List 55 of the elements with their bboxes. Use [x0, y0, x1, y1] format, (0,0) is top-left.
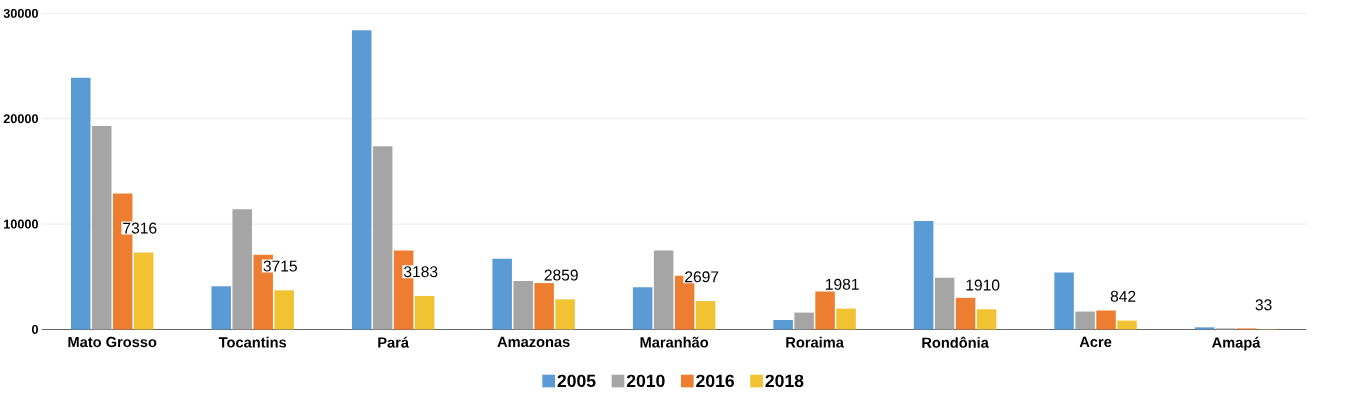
bar [695, 301, 716, 330]
bar [534, 283, 554, 330]
bar [836, 308, 856, 330]
bar [232, 209, 252, 330]
bar [1075, 311, 1095, 330]
bar [1096, 310, 1116, 330]
data-label: 2859 [544, 269, 578, 281]
bar [555, 299, 575, 330]
x-tick-label: Mato Grosso [68, 336, 157, 348]
bar [955, 297, 976, 330]
bar [70, 77, 91, 330]
bar [976, 309, 997, 330]
y-tick-label: 20000 [3, 114, 38, 124]
bar [91, 126, 112, 330]
bar [794, 312, 814, 330]
bar [1194, 327, 1215, 330]
x-tick-label: Acre [1079, 336, 1112, 348]
bar [351, 30, 372, 330]
x-tick-label: Roraima [786, 336, 844, 348]
bar [1117, 320, 1137, 330]
data-label: 33 [1255, 299, 1272, 311]
bar [372, 146, 393, 330]
bar [653, 250, 674, 330]
data-label: 7316 [123, 222, 157, 234]
bar [1054, 272, 1074, 330]
legend-label: 2018 [765, 374, 804, 388]
y-tick-label: 30000 [3, 8, 38, 18]
legend-label: 2016 [696, 374, 735, 388]
data-label: 3183 [403, 266, 438, 278]
legend-label: 2005 [557, 374, 596, 388]
bar [815, 291, 835, 330]
x-tick-label: Tocantins [218, 336, 287, 348]
bar [632, 287, 653, 330]
x-tick-label: Amazonas [497, 336, 570, 348]
x-tick-label: Rondônia [922, 336, 989, 348]
data-label: 842 [1110, 290, 1136, 302]
x-tick-label: Maranhão [640, 336, 709, 348]
bar [274, 290, 294, 330]
bar [513, 281, 533, 330]
y-tick-label: 0 [31, 324, 38, 334]
bar [133, 252, 154, 330]
data-label: 1910 [966, 279, 1000, 291]
bar [414, 295, 435, 330]
data-label: 1981 [826, 278, 859, 290]
x-tick-label: Pará [378, 336, 410, 348]
y-tick-label: 10000 [4, 219, 38, 229]
x-tick-label: Amapá [1212, 336, 1261, 351]
data-label: 3715 [263, 260, 297, 272]
bar [773, 319, 793, 330]
bar [492, 258, 512, 330]
bar [211, 286, 231, 330]
legend-label: 2010 [626, 374, 665, 388]
bar [934, 277, 955, 330]
data-label: 2697 [685, 271, 719, 283]
bar [913, 220, 934, 330]
